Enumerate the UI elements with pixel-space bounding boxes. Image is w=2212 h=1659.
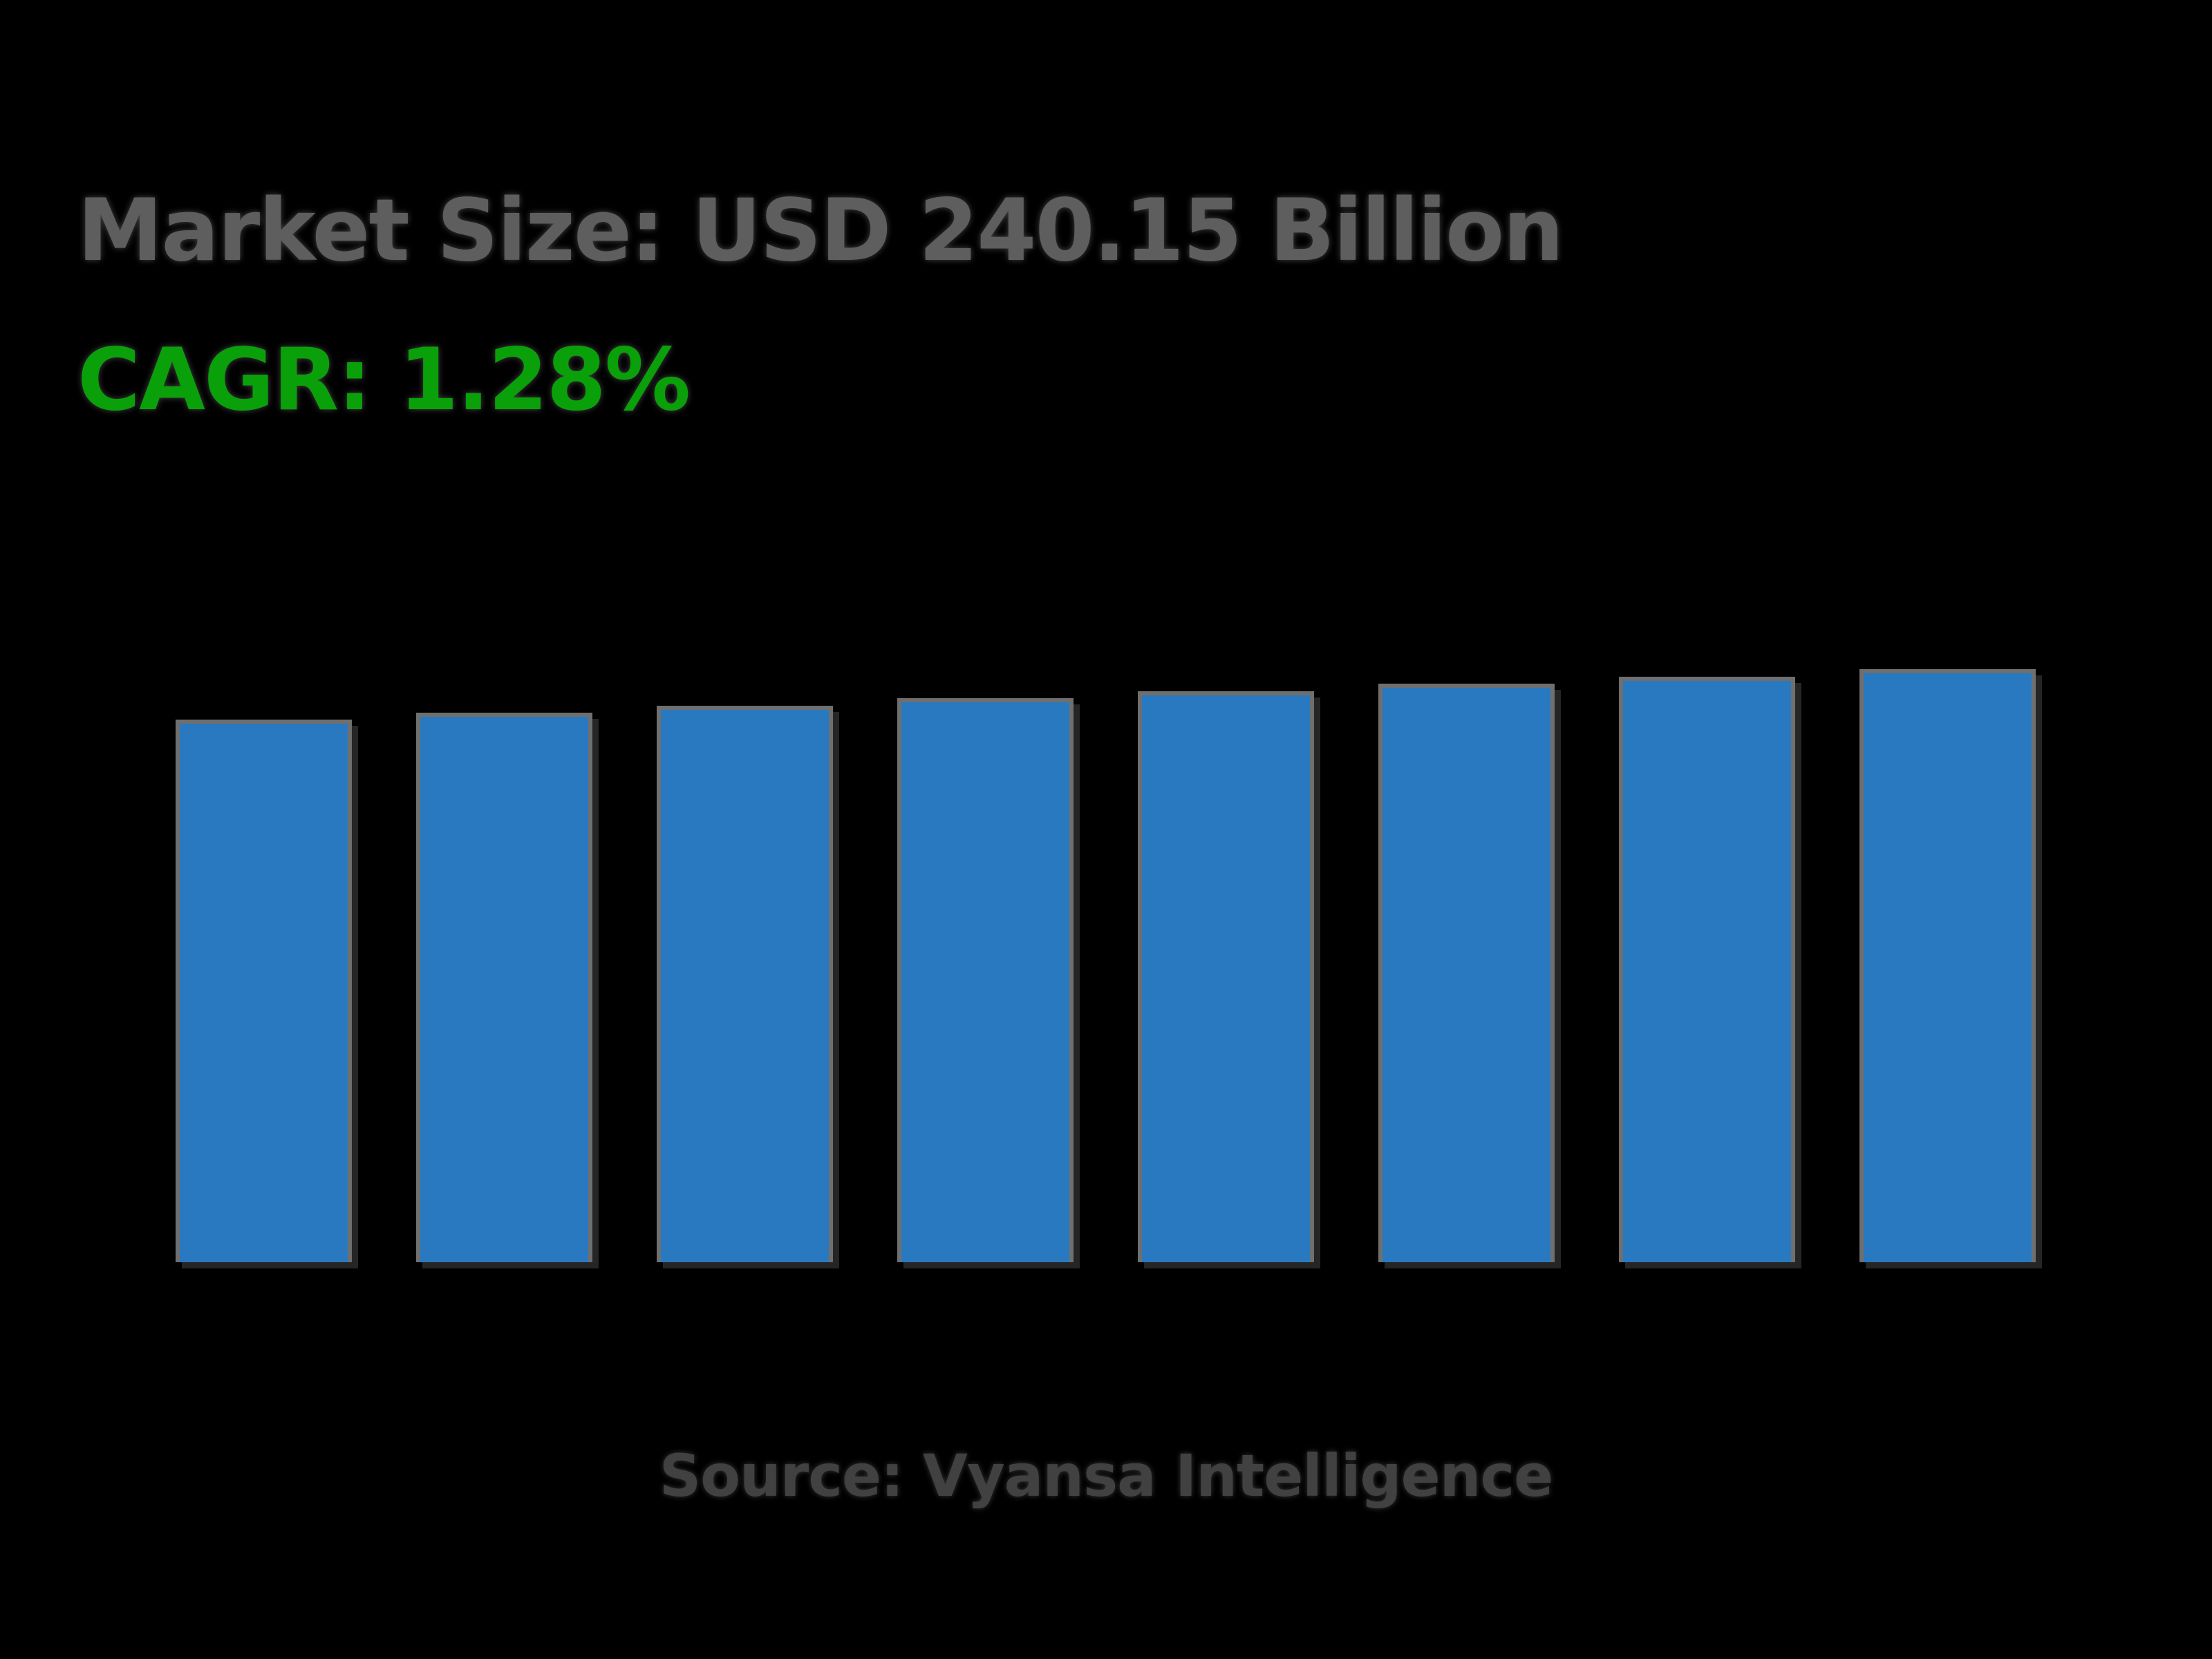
bar [1619, 677, 1795, 1262]
bar [1859, 669, 2036, 1262]
market-size-title: Market Size: USD 240.15 Billion [77, 181, 1564, 281]
source-attribution: Source: Vyansa Intelligence [659, 1442, 1553, 1510]
bar [1138, 691, 1314, 1262]
bar [897, 698, 1074, 1262]
bar [1378, 684, 1555, 1262]
bar [176, 720, 352, 1262]
cagr-value: CAGR: 1.28% [77, 330, 691, 430]
bar [657, 706, 833, 1262]
bar [416, 713, 592, 1262]
